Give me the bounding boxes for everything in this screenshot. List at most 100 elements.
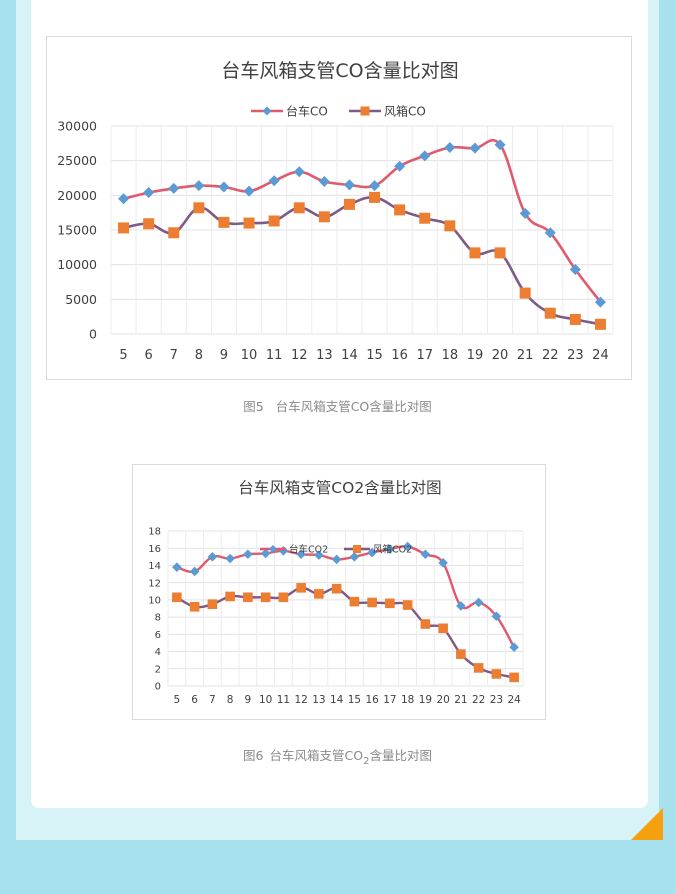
data-point: [293, 202, 305, 214]
data-point: [494, 247, 506, 259]
y-tick-label: 0: [89, 327, 97, 342]
y-tick-label: 10: [148, 595, 161, 606]
data-point: [225, 553, 235, 564]
data-point: [143, 218, 155, 230]
data-point: [331, 554, 342, 565]
figure-5-text: 台车风箱支管CO含量比对图: [275, 399, 432, 414]
co2-chart: 台车风箱支管CO2含量比对图 0 2 4 6 8 10 12 14 16 18 5 6 7 8 9 10 11 12…: [132, 464, 546, 720]
y-tick-label: 4: [155, 647, 161, 658]
data-point: [118, 193, 130, 205]
figure-6-subscript: 2: [363, 756, 370, 767]
data-point: [394, 204, 406, 216]
data-point: [260, 592, 271, 603]
grid-lines: [110, 125, 614, 335]
x-tick-label: 7: [170, 348, 178, 363]
data-point: [569, 313, 581, 325]
data-point: [469, 142, 481, 154]
data-point: [419, 150, 431, 162]
x-tick-label: 18: [442, 348, 459, 363]
y-tick-label: 8: [155, 613, 161, 624]
x-tick-label: 23: [567, 348, 584, 363]
x-tick-label: 20: [436, 694, 449, 706]
data-point: [349, 596, 360, 607]
data-point: [456, 649, 466, 659]
data-point: [594, 318, 606, 330]
x-tick-label: 15: [348, 694, 361, 706]
data-point: [343, 198, 355, 210]
x-tick-label: 16: [365, 694, 379, 706]
data-point: [402, 600, 413, 610]
data-point: [369, 191, 381, 203]
legend: 台车CO 风箱CO: [251, 103, 426, 118]
data-point: [544, 307, 556, 319]
legend-label: 台车CO: [286, 103, 328, 118]
figure-6-text-b: 含量比对图: [369, 748, 432, 763]
data-point: [278, 546, 289, 556]
data-point: [519, 207, 531, 219]
data-point: [473, 663, 484, 673]
x-tick-label: 23: [490, 694, 503, 706]
data-point: [473, 597, 484, 608]
x-tick-label: 10: [241, 348, 258, 363]
x-tick-label: 22: [542, 348, 559, 363]
data-point: [278, 592, 289, 603]
figure-5-caption: 图5 台车风箱支管CO含量比对图: [0, 396, 675, 415]
data-point: [225, 591, 235, 602]
corner-accent: [631, 808, 663, 840]
data-point: [469, 247, 481, 259]
series-0: [118, 138, 606, 308]
data-point: [268, 215, 280, 227]
series-1: [172, 583, 519, 683]
data-point: [438, 623, 448, 634]
x-tick-label: 22: [472, 694, 485, 706]
figure-5-label: 图5: [243, 399, 264, 414]
x-tick-label: 6: [145, 348, 153, 363]
data-point: [494, 139, 506, 151]
data-point: [218, 181, 230, 193]
x-tick-label: 9: [220, 348, 228, 363]
x-tick-label: 12: [291, 348, 308, 363]
data-point: [243, 217, 255, 229]
data-point: [193, 180, 205, 192]
series-1: [118, 191, 606, 330]
legend-marker: [262, 106, 272, 116]
data-point: [189, 601, 200, 612]
y-tick-label: 20000: [57, 188, 97, 203]
data-point: [444, 220, 456, 232]
y-tick-label: 5000: [65, 292, 97, 307]
data-point: [349, 552, 360, 562]
x-tick-label: 5: [174, 694, 181, 706]
data-point: [594, 296, 606, 308]
data-point: [268, 175, 280, 187]
x-tick-label: 17: [383, 694, 396, 706]
data-point: [207, 552, 218, 562]
data-point: [243, 185, 255, 197]
legend: 台车CO2 风箱CO2: [260, 543, 412, 555]
figure-6-label: 图6: [243, 748, 264, 763]
x-tick-label: 18: [401, 694, 414, 706]
legend-label: 台车CO2: [289, 543, 328, 555]
data-point: [296, 583, 306, 593]
figure-6-caption: 图6 台车风箱支管CO2含量比对图: [0, 745, 675, 767]
y-tick-label: 10000: [57, 257, 97, 272]
x-tick-label: 16: [391, 348, 408, 363]
data-point: [420, 549, 431, 560]
y-tick-label: 25000: [57, 153, 97, 168]
data-point: [544, 227, 556, 239]
data-point: [189, 566, 200, 577]
y-tick-label: 14: [148, 561, 161, 572]
data-point: [367, 597, 377, 608]
figure-6-text-a: 台车风箱支管CO: [269, 748, 364, 763]
data-point: [394, 160, 406, 172]
data-point: [438, 558, 448, 568]
x-tick-label: 17: [416, 348, 433, 363]
data-point: [193, 202, 205, 214]
data-point: [509, 642, 519, 653]
x-tick-label: 11: [266, 348, 283, 363]
data-point: [143, 187, 155, 199]
x-tick-label: 12: [294, 694, 307, 706]
y-tick-label: 12: [148, 578, 161, 589]
x-tick-label: 24: [592, 348, 609, 363]
y-tick-label: 2: [155, 664, 161, 675]
